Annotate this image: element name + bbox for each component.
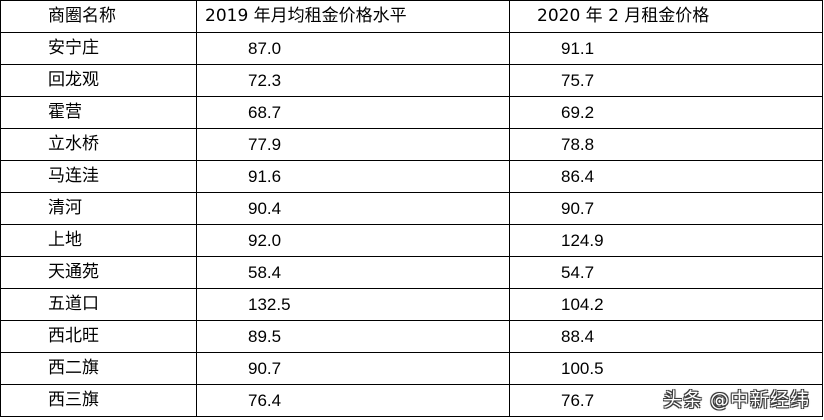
rent-2020-feb-cell: 91.1 [509, 32, 823, 65]
avg-rent-2019-cell: 72.3 [196, 64, 510, 97]
rent-2020-feb-cell: 86.4 [509, 160, 823, 193]
avg-rent-2019-cell: 58.4 [196, 256, 510, 289]
district-name-cell: 清河 [0, 192, 197, 225]
header-district-name: 商圈名称 [0, 0, 197, 33]
table-row: 回龙观 72.3 75.7 [0, 64, 823, 97]
rent-2020-feb-cell: 100.5 [509, 352, 823, 385]
table-header-row: 商圈名称 2019 年月均租金价格水平 2020 年 2 月租金价格 [0, 0, 823, 33]
table-row: 上地 92.0 124.9 [0, 224, 823, 257]
table-row: 清河 90.4 90.7 [0, 192, 823, 225]
table-row: 西三旗 76.4 76.7 [0, 384, 823, 417]
avg-rent-2019-cell: 89.5 [196, 320, 510, 353]
rent-2020-feb-cell: 104.2 [509, 288, 823, 321]
rent-2020-feb-cell: 88.4 [509, 320, 823, 353]
rent-2020-feb-cell: 78.8 [509, 128, 823, 161]
district-name-cell: 马连洼 [0, 160, 197, 193]
rent-2020-feb-cell: 75.7 [509, 64, 823, 97]
rent-2020-feb-cell: 90.7 [509, 192, 823, 225]
table-row: 西二旗 90.7 100.5 [0, 352, 823, 385]
district-name-cell: 回龙观 [0, 64, 197, 97]
rent-2020-feb-cell: 69.2 [509, 96, 823, 129]
table-row: 安宁庄 87.0 91.1 [0, 32, 823, 65]
watermark-toutiao-zhongxinjingwei: 头条 @中新经纬 [662, 389, 810, 411]
rent-2020-feb-cell: 54.7 [509, 256, 823, 289]
rent-2020-feb-cell: 76.7 [509, 384, 823, 417]
avg-rent-2019-cell: 68.7 [196, 96, 510, 129]
table-row: 西北旺 89.5 88.4 [0, 320, 823, 353]
header-2019-avg-rent: 2019 年月均租金价格水平 [196, 0, 510, 33]
avg-rent-2019-cell: 76.4 [196, 384, 510, 417]
district-name-cell: 西二旗 [0, 352, 197, 385]
avg-rent-2019-cell: 77.9 [196, 128, 510, 161]
avg-rent-2019-cell: 90.4 [196, 192, 510, 225]
avg-rent-2019-cell: 87.0 [196, 32, 510, 65]
avg-rent-2019-cell: 132.5 [196, 288, 510, 321]
district-name-cell: 安宁庄 [0, 32, 197, 65]
district-name-cell: 西三旗 [0, 384, 197, 417]
rent-2020-feb-cell: 124.9 [509, 224, 823, 257]
avg-rent-2019-cell: 90.7 [196, 352, 510, 385]
district-name-cell: 立水桥 [0, 128, 197, 161]
avg-rent-2019-cell: 91.6 [196, 160, 510, 193]
header-2020-feb-rent: 2020 年 2 月租金价格 [509, 0, 823, 33]
district-name-cell: 霍营 [0, 96, 197, 129]
district-name-cell: 西北旺 [0, 320, 197, 353]
district-name-cell: 上地 [0, 224, 197, 257]
table-row: 马连洼 91.6 86.4 [0, 160, 823, 193]
district-name-cell: 五道口 [0, 288, 197, 321]
table-row: 天通苑 58.4 54.7 [0, 256, 823, 289]
avg-rent-2019-cell: 92.0 [196, 224, 510, 257]
table-row: 立水桥 77.9 78.8 [0, 128, 823, 161]
table-row: 五道口 132.5 104.2 [0, 288, 823, 321]
table-row: 霍营 68.7 69.2 [0, 96, 823, 129]
district-name-cell: 天通苑 [0, 256, 197, 289]
